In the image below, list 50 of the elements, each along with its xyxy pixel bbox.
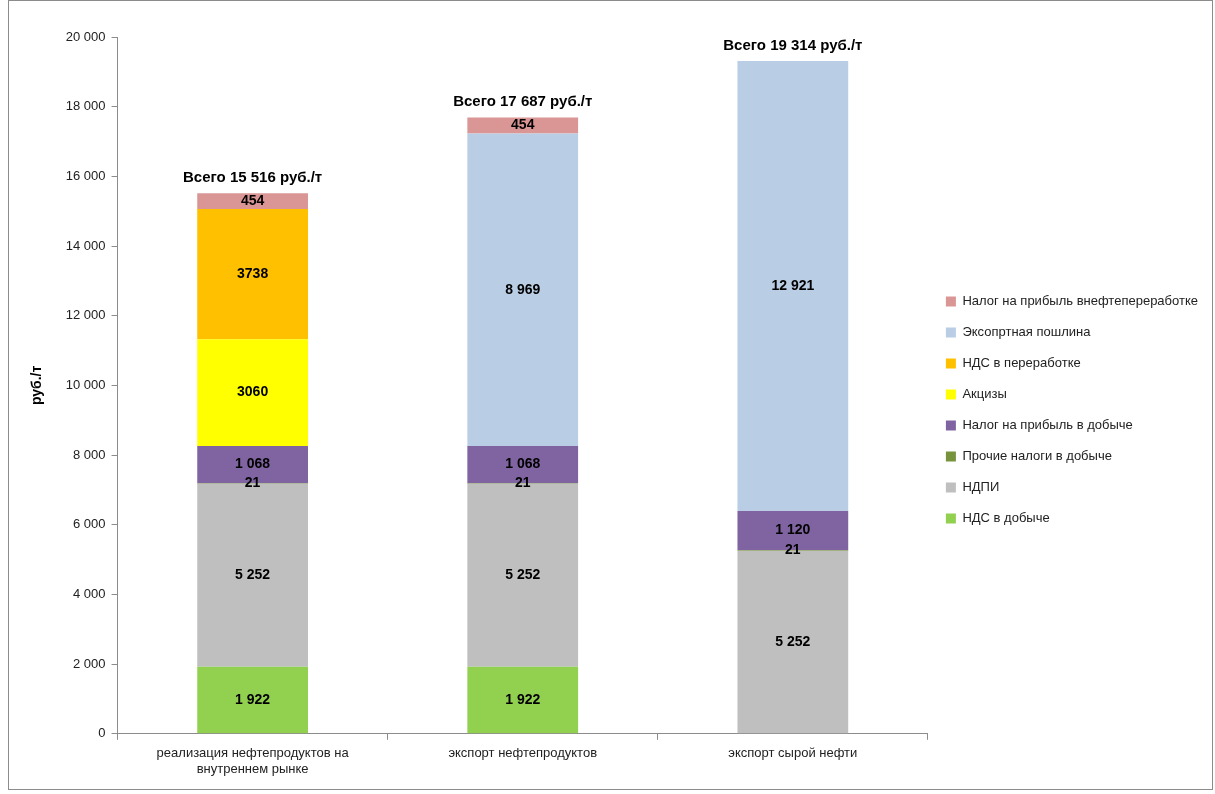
data-label: 5 252 xyxy=(235,566,271,583)
y-tick-label: 10 000 xyxy=(65,376,106,392)
data-label: 1 068 xyxy=(505,455,541,472)
bar xyxy=(467,666,579,734)
bar xyxy=(737,60,849,512)
data-label: 1 068 xyxy=(235,455,271,472)
legend-label: Налог на прибыль в добыче xyxy=(962,417,1133,433)
total-label: Всего 17 687 руб./т xyxy=(453,92,593,110)
data-label: 21 xyxy=(785,541,801,558)
total-label: Всего 15 516 руб./т xyxy=(183,167,323,185)
data-label: 21 xyxy=(514,474,531,491)
x-tick-label: экспорт сырой нефти xyxy=(728,745,858,761)
data-label: 454 xyxy=(240,192,265,209)
y-tick-label: 18 000 xyxy=(65,98,106,114)
data-label: 1 922 xyxy=(235,690,271,707)
y-tick-label: 20 000 xyxy=(65,28,106,44)
y-tick-label: 8 000 xyxy=(73,446,106,462)
data-label: 21 xyxy=(244,474,261,491)
y-tick-label: 4 000 xyxy=(73,586,106,602)
data-label: 454 xyxy=(511,116,535,133)
bar xyxy=(197,339,308,446)
legend-label: НДС в переработке xyxy=(962,355,1081,371)
legend-label: Акцизы xyxy=(962,386,1007,402)
legend-label: Эксопртная пошлина xyxy=(962,324,1092,340)
x-tick-label: экспорт нефтепродуктов xyxy=(448,745,598,761)
data-label: 3060 xyxy=(237,383,269,400)
data-label: 5 252 xyxy=(775,632,811,649)
data-label: 1 922 xyxy=(505,690,541,707)
legend-label: Налог на прибыль внефтепереработке xyxy=(962,293,1198,309)
bar xyxy=(197,666,308,734)
y-tick-label: 16 000 xyxy=(65,167,106,183)
y-tick-label: 12 000 xyxy=(65,307,106,323)
y-tick-label: 14 000 xyxy=(65,237,106,253)
bar xyxy=(197,193,308,210)
y-axis-title: руб./т xyxy=(28,365,45,406)
x-tick-label: реализация нефтепродуктов на внутреннем рынке xyxy=(156,745,350,776)
y-tick-label: 6 000 xyxy=(73,516,106,532)
data-label: 3738 xyxy=(237,265,269,282)
y-tick-label: 2 000 xyxy=(73,655,106,671)
total-label: Всего 19 314 руб./т xyxy=(723,35,863,53)
data-label: 8 969 xyxy=(505,280,541,297)
legend-label: НДС в добыче xyxy=(962,510,1050,526)
data-label: 1 120 xyxy=(775,521,811,538)
data-label: 12 921 xyxy=(771,276,815,293)
y-tick-label: 0 xyxy=(98,725,106,741)
data-label: 5 252 xyxy=(505,566,541,583)
legend-label: НДПИ xyxy=(962,479,1000,495)
legend-label: Прочие налоги в добыче xyxy=(962,448,1112,464)
bar xyxy=(467,133,579,446)
bar xyxy=(197,209,308,340)
